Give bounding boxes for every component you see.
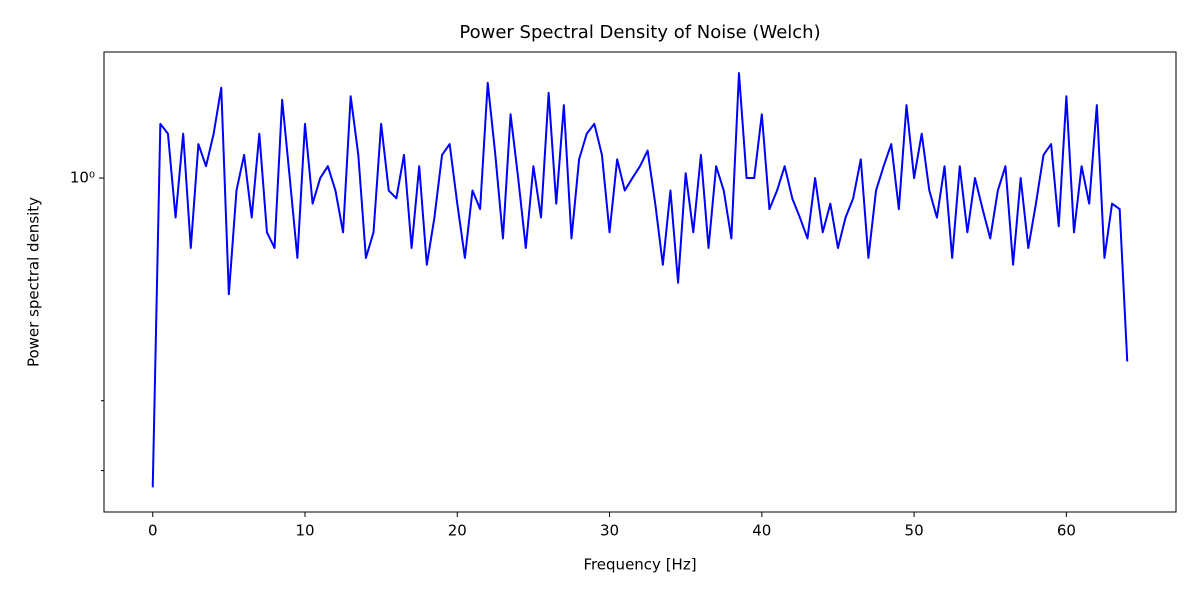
- x-tick-label: 50: [905, 522, 924, 540]
- y-tick-label: 10⁰: [70, 169, 95, 187]
- plot-frame: [103, 51, 1177, 513]
- x-axis-label: Frequency [Hz]: [583, 556, 696, 574]
- x-tick-label: 0: [148, 522, 158, 540]
- chart-title: Power Spectral Density of Noise (Welch): [459, 22, 820, 43]
- y-axis-label: Power spectral density: [25, 197, 43, 367]
- psd-line: [151, 72, 1129, 488]
- x-tick-label: 20: [448, 522, 467, 540]
- x-tick-label: 30: [600, 522, 619, 540]
- x-tick-label: 60: [1057, 522, 1076, 540]
- x-tick-label: 40: [752, 522, 771, 540]
- x-tick-label: 10: [295, 522, 314, 540]
